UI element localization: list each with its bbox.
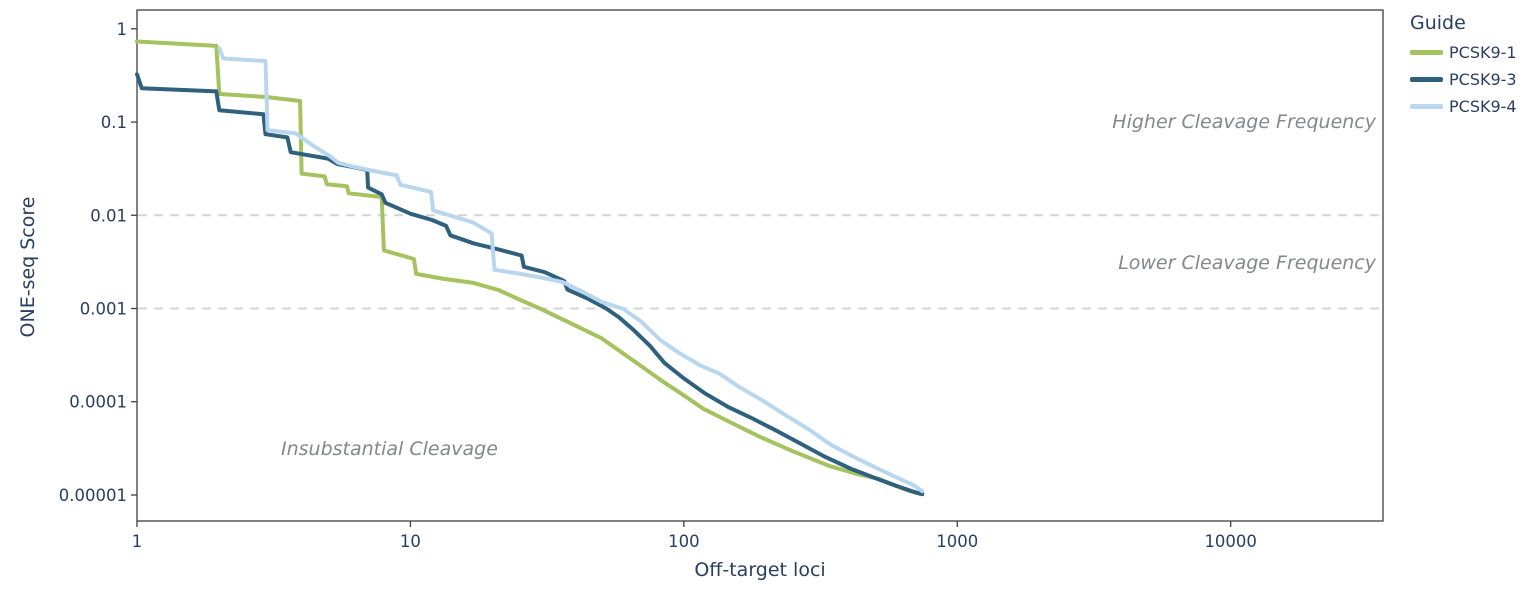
series-line-pcsk9-3 [135, 72, 925, 497]
legend-item-pcsk9-3[interactable]: PCSK9-3 [1410, 66, 1517, 93]
x-tick-label-1000: 1000 [936, 532, 978, 551]
y-tick-label-0.01: 0.01 [90, 206, 127, 225]
y-tick-label-0.1: 0.1 [101, 113, 127, 132]
x-tick-label-100: 100 [668, 532, 700, 551]
y-tick-label-0.00001: 0.00001 [59, 486, 127, 505]
legend-title: Guide [1410, 12, 1466, 34]
x-axis-title: Off-target loci [694, 559, 826, 581]
series-line-pcsk9-4 [217, 46, 925, 494]
legend-swatch-pcsk9-1 [1410, 50, 1443, 55]
y-tick-label-1: 1 [117, 20, 128, 39]
legend-swatch-pcsk9-3 [1410, 77, 1443, 82]
annotation-insubstantial-cleavage: Insubstantial Cleavage [281, 438, 498, 460]
annotation-higher-cleavage-frequency: Higher Cleavage Frequency [1112, 111, 1376, 133]
annotation-lower-cleavage-frequency: Lower Cleavage Frequency [1118, 252, 1376, 274]
legend-item-pcsk9-4[interactable]: PCSK9-4 [1410, 93, 1517, 120]
y-axis-title: ONE-seq Score [17, 196, 39, 338]
legend-item-pcsk9-1[interactable]: PCSK9-1 [1410, 39, 1517, 66]
x-tick-label-1: 1 [132, 532, 143, 551]
x-tick-label-10: 10 [400, 532, 421, 551]
plot-frame [136, 9, 1384, 522]
legend-items: PCSK9-1 PCSK9-3 PCSK9-4 [1410, 39, 1517, 120]
series-line-pcsk9-1 [135, 39, 922, 496]
y-tick-label-0.001: 0.001 [80, 300, 127, 319]
legend-label-pcsk9-4: PCSK9-4 [1449, 96, 1517, 116]
legend-label-pcsk9-1: PCSK9-1 [1449, 42, 1517, 62]
legend-swatch-pcsk9-4 [1410, 104, 1443, 109]
legend: Guide PCSK9-1 PCSK9-3 PCSK9-4 [1410, 12, 1517, 120]
y-tick-label-0.0001: 0.0001 [69, 393, 127, 412]
legend-label-pcsk9-3: PCSK9-3 [1449, 69, 1517, 89]
x-tick-label-10000: 10000 [1204, 532, 1257, 551]
